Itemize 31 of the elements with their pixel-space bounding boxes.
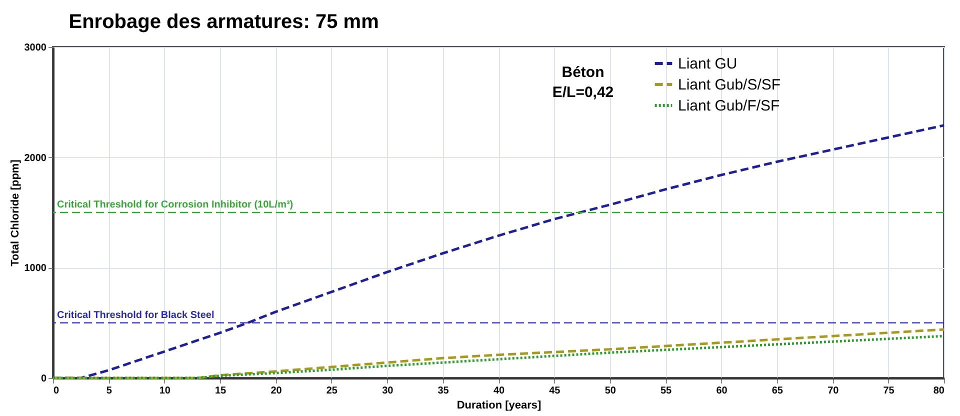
- x-tick-label: 35: [438, 386, 450, 396]
- x-tick-label: 20: [270, 386, 282, 396]
- x-tick-label: 60: [716, 386, 728, 396]
- x-tick-label: 15: [215, 386, 227, 396]
- legend-label: Liant Gub/S/SF: [678, 76, 781, 94]
- x-tick-label: 30: [382, 386, 394, 396]
- ref-line-label: Critical Threshold for Black Steel: [57, 310, 214, 321]
- x-tick-label: 70: [828, 386, 840, 396]
- annotation: Béton: [562, 64, 604, 81]
- x-tick-label: 5: [106, 386, 112, 396]
- y-tick-label: 3000: [24, 42, 47, 54]
- x-tick-label: 65: [772, 386, 784, 396]
- x-tick-label: 0: [54, 386, 60, 396]
- x-tick-label: 80: [933, 386, 945, 396]
- legend-label: Liant GU: [678, 56, 738, 72]
- x-tick-label: 10: [159, 386, 171, 396]
- chart-title: Enrobage des armatures: 75 mm: [68, 11, 379, 33]
- x-tick-label: 25: [326, 386, 338, 396]
- y-tick-label: 1000: [24, 263, 47, 274]
- x-tick-label: 75: [883, 386, 895, 396]
- x-axis-title: Duration [years]: [456, 400, 542, 412]
- annotation: E/L=0,42: [552, 84, 614, 101]
- x-tick-label: 40: [493, 386, 505, 396]
- x-tick-label: 45: [549, 386, 561, 396]
- x-tick-label: 50: [604, 386, 616, 396]
- legend-label: Liant Gub/F/SF: [678, 98, 780, 114]
- y-tick-label: 0: [40, 374, 47, 384]
- ref-line-label: Critical Threshold for Corrosion Inhibitor (10L/m³): [57, 200, 294, 210]
- x-tick-label: 55: [660, 386, 672, 396]
- y-tick-label: 2000: [24, 152, 47, 164]
- y-axis-title: Total Chloride [ppm]: [9, 159, 22, 266]
